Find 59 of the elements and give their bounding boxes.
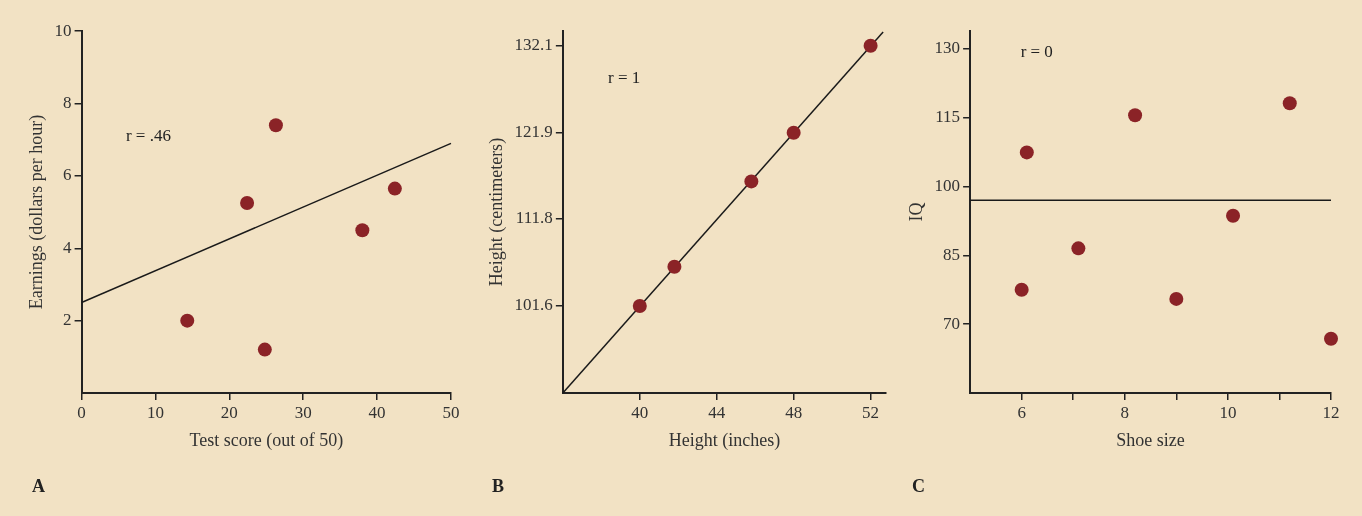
point (1324, 331, 1338, 346)
point (1014, 282, 1029, 297)
y-tick-label: 10 (54, 20, 72, 40)
point (1071, 241, 1086, 256)
annotation: r = .46 (125, 125, 171, 145)
point (1226, 208, 1241, 223)
y-tick-label: 100 (934, 175, 961, 195)
point (387, 181, 402, 196)
x-tick-label: 10 (1219, 402, 1237, 422)
point (268, 118, 283, 133)
x-axis-title: Shoe size (1116, 429, 1185, 450)
point (667, 259, 682, 274)
point (744, 174, 759, 189)
x-axis-title: Height (inches) (668, 429, 781, 451)
x-tick-label: 48 (785, 402, 803, 422)
text: B (492, 475, 505, 496)
x-tick-label: 40 (368, 402, 386, 422)
text: C (912, 475, 925, 496)
point (632, 298, 647, 313)
y-tick-label: 130 (934, 38, 961, 58)
y-tick-label: 2 (63, 310, 72, 330)
annotation: r = 1 (608, 67, 641, 87)
x-tick-label: 50 (442, 402, 460, 422)
point (863, 38, 878, 53)
y-tick-label: 4 (63, 237, 73, 257)
y-tick-label: 8 (63, 93, 72, 113)
annotation: r = 0 (1020, 42, 1053, 62)
x-tick-label: 8 (1120, 402, 1130, 422)
x-tick-label: 12 (1322, 402, 1340, 422)
point (1282, 96, 1297, 111)
y-tick-label: 111.8 (515, 208, 553, 228)
point (180, 313, 195, 328)
y-axis-title: Earnings (dollars per hour) (25, 114, 47, 310)
x-axis-title: Test score (out of 50) (189, 429, 344, 451)
x-tick-label: 52 (862, 402, 880, 422)
y-axis-title: Height (centimeters) (485, 137, 507, 287)
y-tick-label: 132.1 (514, 35, 553, 55)
y-tick-label: 6 (63, 165, 72, 185)
x-tick-label: 20 (220, 402, 238, 422)
point (355, 223, 370, 238)
y-tick-label: 121.9 (514, 122, 553, 142)
point (257, 342, 272, 357)
y-tick-label: 101.6 (514, 295, 553, 315)
point (1169, 291, 1184, 306)
x-tick-label: 6 (1017, 402, 1026, 422)
x-tick-label: 40 (631, 402, 649, 422)
x-tick-label: 44 (708, 402, 726, 422)
y-tick-label: 85 (943, 244, 961, 264)
x-tick-label: 30 (294, 402, 312, 422)
y-tick-label: 115 (935, 106, 961, 126)
point (1128, 108, 1143, 123)
point (1019, 145, 1034, 160)
point (240, 196, 255, 211)
point (786, 125, 801, 140)
x-tick-label: 0 (77, 402, 86, 422)
y-tick-label: 70 (943, 313, 961, 333)
x-tick-label: 10 (146, 402, 164, 422)
y-axis-title: IQ (905, 202, 926, 222)
text: A (32, 475, 45, 496)
